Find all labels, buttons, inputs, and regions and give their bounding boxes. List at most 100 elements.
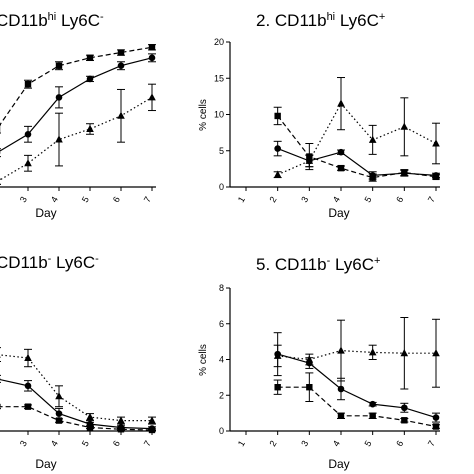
data-point-circle xyxy=(369,172,376,179)
data-point-triangle xyxy=(273,170,282,178)
data-point-triangle xyxy=(55,392,63,400)
data-point-circle xyxy=(432,414,440,421)
series-line-triangle xyxy=(277,102,437,176)
data-point-circle xyxy=(86,420,94,428)
data-point-square xyxy=(148,44,156,51)
data-point-circle xyxy=(401,404,408,412)
data-point-triangle xyxy=(400,349,409,357)
x-tick-label: 4 xyxy=(331,195,342,204)
series-line-square xyxy=(277,386,437,428)
x-tick-label: 5 xyxy=(80,439,91,448)
x-tick-label: 2 xyxy=(267,195,278,204)
x-tick-label: 7 xyxy=(142,195,153,204)
x-tick-label: 5 xyxy=(362,439,373,448)
data-point-triangle xyxy=(432,349,440,357)
data-point-square xyxy=(306,384,313,391)
data-point-square xyxy=(432,423,440,430)
series-line-triangle xyxy=(0,96,153,181)
data-point-square xyxy=(401,417,408,424)
data-point-triangle xyxy=(337,346,345,354)
panel-title: 5. CD11b- Ly6C+ xyxy=(256,255,380,274)
x-tick-label: 1 xyxy=(236,195,247,204)
data-point-triangle xyxy=(432,139,440,147)
y-tick-label: 6 xyxy=(219,319,224,329)
y-tick-label: 0 xyxy=(219,182,224,192)
data-point-circle xyxy=(117,62,125,70)
data-point-triangle xyxy=(0,356,1,358)
series-line-square xyxy=(0,406,153,431)
y-tick-label: 0 xyxy=(219,426,224,436)
data-point-triangle xyxy=(86,124,94,132)
data-point-square xyxy=(274,112,281,120)
data-point-square xyxy=(55,417,63,424)
series-line-circle xyxy=(0,57,153,152)
x-tick-label: 3 xyxy=(18,195,29,204)
series-line-square xyxy=(277,115,437,179)
y-tick-label: 5 xyxy=(219,146,224,156)
data-point-triangle xyxy=(305,156,314,164)
x-axis-label: Day xyxy=(328,206,349,220)
x-tick-label: 7 xyxy=(426,439,437,448)
x-tick-label: 2 xyxy=(267,439,278,448)
data-point-triangle xyxy=(368,348,377,356)
data-point-circle xyxy=(55,94,63,101)
data-point-circle xyxy=(55,410,63,417)
data-point-triangle xyxy=(0,183,1,185)
x-tick-label: 4 xyxy=(49,195,60,204)
x-tick-label: 4 xyxy=(49,439,60,448)
data-point-circle xyxy=(274,145,281,152)
x-tick-label: 5 xyxy=(362,195,373,204)
y-axis-label: % cells xyxy=(198,99,209,131)
data-point-triangle xyxy=(24,353,32,361)
series-line-triangle xyxy=(277,349,436,361)
data-point-circle xyxy=(24,382,32,390)
data-point-square xyxy=(274,384,281,391)
x-tick-label: 3 xyxy=(299,195,310,204)
data-point-circle xyxy=(369,400,376,408)
series-line-triangle xyxy=(0,354,152,422)
y-tick-label: 15 xyxy=(214,73,224,83)
data-point-triangle xyxy=(86,412,94,421)
data-point-triangle xyxy=(273,351,282,359)
data-point-triangle xyxy=(368,135,377,143)
series-line-circle xyxy=(277,353,437,419)
x-tick-label: 7 xyxy=(142,439,153,448)
data-point-square xyxy=(86,424,94,431)
x-axis-label: Day xyxy=(35,206,56,220)
panel-cd11b-neg-ly6c-pos: 5. CD11b- Ly6C+ % cells Day 1 2 3 4 5 6 7 0 2 4 6 8 xyxy=(198,255,440,471)
x-tick-label: 1 xyxy=(236,439,247,448)
data-point-circle xyxy=(337,385,345,393)
data-point-square xyxy=(24,403,32,410)
data-point-triangle xyxy=(148,416,156,424)
data-point-circle xyxy=(401,169,408,177)
y-tick-label: 2 xyxy=(219,390,224,400)
data-point-circle xyxy=(86,75,94,83)
panel-title: CD11b- Ly6C- xyxy=(0,253,99,272)
data-point-square xyxy=(337,164,345,172)
data-point-square xyxy=(117,49,125,56)
data-point-triangle xyxy=(117,111,125,119)
x-tick-label: 6 xyxy=(394,195,405,204)
panel-title: CD11bhi Ly6C- xyxy=(0,11,104,30)
y-tick-label: 8 xyxy=(219,283,224,293)
panel-title: 2. CD11bhi Ly6C+ xyxy=(256,11,385,30)
y-tick-label: 20 xyxy=(214,37,224,47)
data-point-square xyxy=(86,54,94,62)
data-point-circle xyxy=(24,130,32,138)
series-line-circle xyxy=(0,378,153,430)
x-tick-label: 6 xyxy=(394,439,405,448)
data-point-triangle xyxy=(24,159,32,167)
data-point-triangle xyxy=(117,416,125,424)
x-tick-label: 6 xyxy=(111,195,122,204)
x-tick-label: 5 xyxy=(80,195,91,204)
data-point-triangle xyxy=(337,99,345,107)
x-axis-label: Day xyxy=(35,457,56,471)
panel-cd11b-hi-ly6c-pos: 2. CD11bhi Ly6C+ % cells Day 1 2 3 4 5 6 7 0 5 10… xyxy=(198,11,440,220)
data-point-square xyxy=(337,412,345,420)
x-tick-label: 7 xyxy=(426,195,437,204)
data-point-triangle xyxy=(55,135,63,143)
data-point-square xyxy=(24,80,32,88)
